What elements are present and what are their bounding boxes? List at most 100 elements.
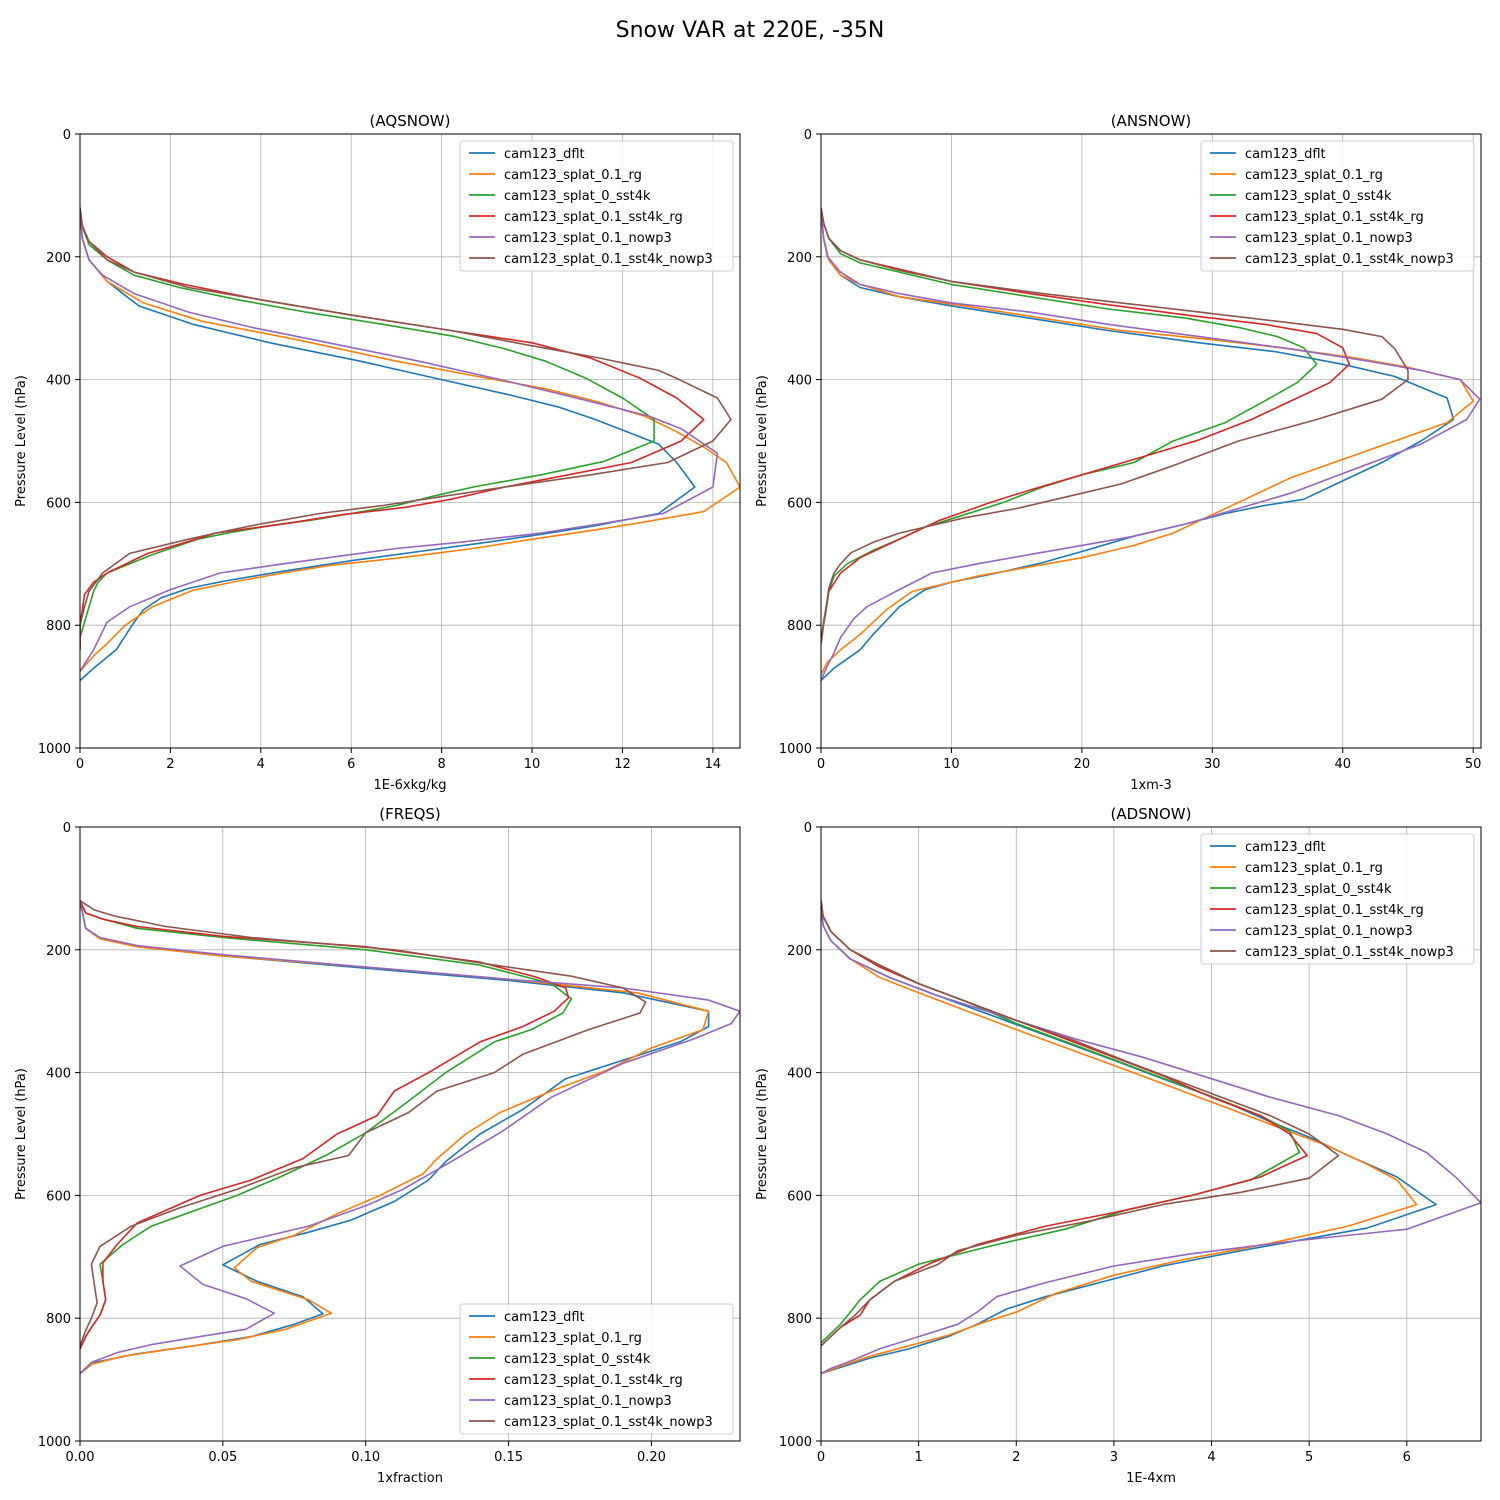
subplot-title: (ANSNOW)	[1111, 112, 1192, 130]
x-tick-label: 0	[817, 757, 825, 772]
y-tick-label: 400	[46, 1067, 71, 1082]
legend-entry-label: cam123_dflt	[504, 1310, 585, 1325]
y-tick-label: 1000	[38, 1435, 71, 1450]
series-line-cam123_splat_0.1_rg	[821, 207, 1474, 675]
legend-box	[1200, 140, 1475, 272]
axes-frame	[79, 826, 741, 1442]
x-tick-label: 6	[347, 757, 355, 772]
x-tick-label: 0.00	[66, 1450, 95, 1465]
y-tick-label: 200	[46, 251, 71, 266]
x-tick-label: 0	[817, 1450, 825, 1465]
series-line-cam123_splat_0.1_nowp3	[80, 900, 740, 1375]
panel-adsnow: 0 1 2 3 4 5 6 0 200 400 600 800 1000 (ADSNOW) 1E-4xm Pr…	[755, 805, 1482, 1486]
series-line-cam123_splat_0.1_rg	[821, 900, 1418, 1375]
legend-entry-label: cam123_splat_0_sst4k	[1245, 189, 1392, 204]
x-tick-label: 1	[914, 1450, 922, 1465]
subplot-title: (AQSNOW)	[370, 112, 451, 130]
x-tick-label: 3	[1110, 1450, 1118, 1465]
y-tick-label: 800	[787, 619, 812, 634]
axes-frame	[820, 133, 1482, 749]
series-line-cam123_splat_0.1_sst4k_nowp3	[821, 207, 1409, 644]
x-tick-label: 40	[1334, 757, 1351, 772]
y-tick-label: 400	[46, 374, 71, 389]
y-tick-label: 800	[46, 1312, 71, 1327]
y-axis-label: Pressure Level (hPa)	[14, 1068, 29, 1200]
legend-entry-label: cam123_dflt	[1245, 147, 1326, 162]
subplot-title: (ADSNOW)	[1111, 805, 1192, 823]
series-line-cam123_dflt	[80, 900, 710, 1375]
legend-entry-label: cam123_splat_0.1_nowp3	[1245, 231, 1413, 246]
series-group	[80, 900, 740, 1375]
y-tick-label: 0	[804, 128, 812, 143]
y-tick-label: 200	[787, 251, 812, 266]
x-tick-label: 4	[257, 757, 265, 772]
legend-box	[459, 140, 734, 272]
y-tick-label: 400	[787, 1067, 812, 1082]
y-axis-label: Pressure Level (hPa)	[755, 375, 770, 507]
series-line-cam123_splat_0_sst4k	[80, 207, 655, 638]
legend-box	[459, 1303, 734, 1435]
x-axis-label: 1E-6xkg/kg	[373, 778, 446, 793]
x-tick-label: 4	[1207, 1450, 1215, 1465]
x-tick-label: 8	[438, 757, 446, 772]
legend-entry-label: cam123_splat_0.1_sst4k_nowp3	[504, 252, 713, 267]
legend-entry-label: cam123_splat_0.1_sst4k_rg	[1245, 903, 1424, 918]
series-line-cam123_splat_0.1_rg	[80, 207, 740, 672]
x-tick-label: 20	[1074, 757, 1091, 772]
series-line-cam123_dflt	[80, 207, 696, 682]
legend: cam123_dflt cam123_splat_0.1_rg cam123_spl…	[1200, 833, 1475, 965]
legend-entry-label: cam123_splat_0.1_rg	[504, 168, 642, 183]
x-tick-label: 5	[1305, 1450, 1313, 1465]
x-tick-label: 10	[524, 757, 541, 772]
x-tick-label: 12	[614, 757, 631, 772]
x-tick-label: 50	[1465, 757, 1482, 772]
figure-suptitle: Snow VAR at 220E, -35N	[616, 18, 885, 43]
series-group	[821, 900, 1481, 1375]
legend: cam123_dflt cam123_splat_0.1_rg cam123_spl…	[1200, 140, 1475, 272]
axes-frame	[820, 826, 1482, 1442]
legend-entry-label: cam123_splat_0_sst4k	[1245, 882, 1392, 897]
x-axis-label: 1E-4xm	[1126, 1471, 1176, 1486]
legend-entry-label: cam123_splat_0.1_rg	[504, 1331, 642, 1346]
y-tick-label: 600	[46, 496, 71, 511]
x-tick-label: 30	[1204, 757, 1221, 772]
y-tick-label: 0	[63, 821, 71, 836]
subplots: 0 2 4 6 8 10 12 1402004006008001000(AQSNOW)1E-6…	[14, 112, 1482, 1486]
series-group	[821, 207, 1481, 682]
x-tick-label: 10	[943, 757, 960, 772]
series-line-cam123_splat_0.1_sst4k_nowp3	[80, 207, 732, 650]
legend-entry-label: cam123_dflt	[1245, 840, 1326, 855]
y-tick-label: 400	[787, 374, 812, 389]
series-line-cam123_splat_0.1_sst4k_rg	[80, 207, 705, 650]
y-axis-label: Pressure Level (hPa)	[14, 375, 29, 507]
y-axis-label: Pressure Level (hPa)	[755, 1068, 770, 1200]
y-tick-label: 0	[63, 128, 71, 143]
y-tick-label: 600	[787, 496, 812, 511]
axes-frame	[79, 133, 741, 749]
panel-freqs: 0.00 0.05 0.10 0.15 0.20 0 200 400 600 800 1000 (FR…	[14, 805, 741, 1486]
x-axis-label: 1xfraction	[377, 1471, 443, 1486]
x-tick-label: 6	[1403, 1450, 1411, 1465]
panel-ansnow: 0 10 20 30 40 50 0 200 400 600 800 1000 (ANSNOW) 1xm-…	[755, 112, 1482, 793]
x-tick-label: 2	[166, 757, 174, 772]
series-line-cam123_splat_0.1_sst4k_nowp3	[80, 900, 647, 1347]
series-line-cam123_splat_0.1_nowp3	[821, 900, 1481, 1375]
x-tick-label: 2	[1012, 1450, 1020, 1465]
y-tick-label: 600	[46, 1189, 71, 1204]
legend-entry-label: cam123_splat_0.1_rg	[1245, 168, 1383, 183]
legend-entry-label: cam123_dflt	[504, 147, 585, 162]
y-tick-label: 1000	[38, 742, 71, 757]
series-line-cam123_splat_0.1_sst4k_nowp3	[821, 900, 1340, 1347]
y-tick-label: 600	[787, 1189, 812, 1204]
legend: cam123_dflt cam123_splat_0.1_rg cam123_spl…	[459, 140, 734, 272]
legend-entry-label: cam123_splat_0.1_nowp3	[504, 1394, 672, 1409]
subplot-title: (FREQS)	[379, 805, 441, 823]
legend-entry-label: cam123_splat_0_sst4k	[504, 1352, 651, 1367]
x-tick-label: 0.10	[351, 1450, 380, 1465]
legend-entry-label: cam123_splat_0.1_sst4k_rg	[504, 210, 683, 225]
legend-entry-label: cam123_splat_0_sst4k	[504, 189, 651, 204]
series-line-cam123_splat_0.1_nowp3	[80, 207, 719, 672]
y-tick-label: 800	[46, 619, 71, 634]
legend-entry-label: cam123_splat_0.1_sst4k_nowp3	[504, 1415, 713, 1430]
